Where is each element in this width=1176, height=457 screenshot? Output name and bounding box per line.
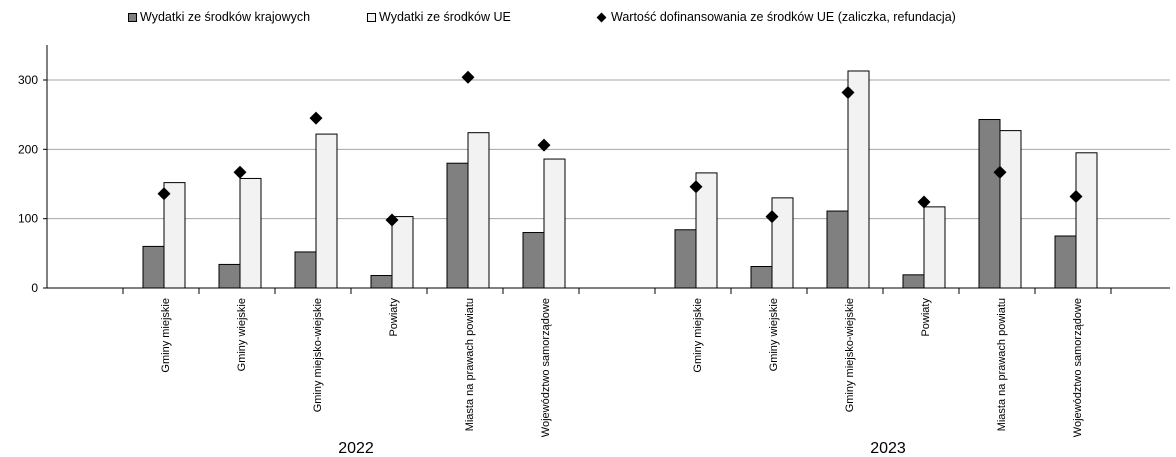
bar-domestic	[978, 119, 1001, 289]
bar-domestic	[1054, 235, 1077, 289]
category-label: Powiaty	[920, 298, 932, 337]
bar-domestic	[522, 232, 545, 289]
legend-item-cofinancing: Wartość dofinansowania ze środków UE (za…	[596, 10, 956, 24]
legend-label-eu: Wydatki ze środków UE	[379, 10, 511, 24]
legend-swatch-domestic	[128, 12, 137, 22]
marker-cofinancing	[1069, 189, 1083, 203]
marker-cofinancing	[157, 187, 171, 201]
y-tick-label: 200	[18, 142, 38, 156]
bar-eu	[391, 216, 414, 289]
marker-cofinancing	[233, 165, 247, 179]
bar-domestic	[826, 210, 849, 289]
category-label: Województwo samorządowe	[540, 298, 552, 437]
bar-domestic	[294, 251, 317, 289]
y-tick-label: 100	[18, 212, 38, 226]
bar-domestic	[674, 229, 697, 289]
bar-eu	[923, 206, 946, 289]
marker-cofinancing	[689, 180, 703, 194]
bar-eu	[695, 172, 718, 289]
category-label: Gminy miejsko-wiejskie	[312, 298, 324, 412]
group-label: 2022	[338, 440, 374, 457]
y-tick-label: 0	[31, 281, 38, 295]
y-tick-label: 300	[18, 73, 38, 87]
legend: Wydatki ze środków krajowych Wydatki ze …	[0, 7, 1176, 29]
marker-cofinancing	[537, 138, 551, 152]
bar-domestic	[218, 263, 241, 289]
category-label: Miasta na prawach powiatu	[996, 298, 1008, 431]
legend-item-eu: Wydatki ze środków UE	[367, 10, 511, 24]
bar-domestic	[902, 274, 925, 289]
category-label: Gminy wiejskie	[236, 298, 248, 371]
marker-cofinancing	[993, 165, 1007, 179]
bar-domestic	[750, 266, 773, 289]
bar-eu	[163, 182, 186, 289]
category-label: Miasta na prawach powiatu	[464, 298, 476, 431]
bar-domestic	[142, 245, 165, 289]
bar-domestic	[446, 162, 469, 289]
marker-cofinancing	[841, 85, 855, 99]
category-label: Województwo samorządowe	[1072, 298, 1084, 437]
legend-label-cofinancing: Wartość dofinansowania ze środków UE (za…	[611, 10, 956, 24]
legend-swatch-eu	[367, 12, 376, 22]
bar-eu	[543, 158, 566, 289]
category-label: Gminy miejskie	[692, 298, 704, 373]
legend-item-domestic: Wydatki ze środków krajowych	[128, 10, 310, 24]
category-label: Gminy miejsko-wiejskie	[844, 298, 856, 412]
category-label: Gminy wiejskie	[768, 298, 780, 371]
category-label: Gminy miejskie	[160, 298, 172, 373]
bar-eu	[239, 177, 262, 289]
legend-label-domestic: Wydatki ze środków krajowych	[140, 10, 311, 24]
marker-cofinancing	[917, 195, 931, 209]
marker-cofinancing	[385, 213, 399, 227]
bar-eu	[771, 197, 794, 289]
bar-eu	[467, 132, 490, 289]
bar-eu	[999, 130, 1022, 289]
group-label: 2023	[870, 440, 906, 457]
category-label: Powiaty	[388, 298, 400, 337]
marker-cofinancing	[461, 70, 475, 84]
marker-cofinancing	[309, 111, 323, 125]
marker-cofinancing	[765, 210, 779, 224]
bar-eu	[1075, 152, 1098, 289]
bar-eu	[315, 133, 338, 289]
bar-eu	[847, 70, 870, 289]
bar-domestic	[370, 275, 393, 289]
